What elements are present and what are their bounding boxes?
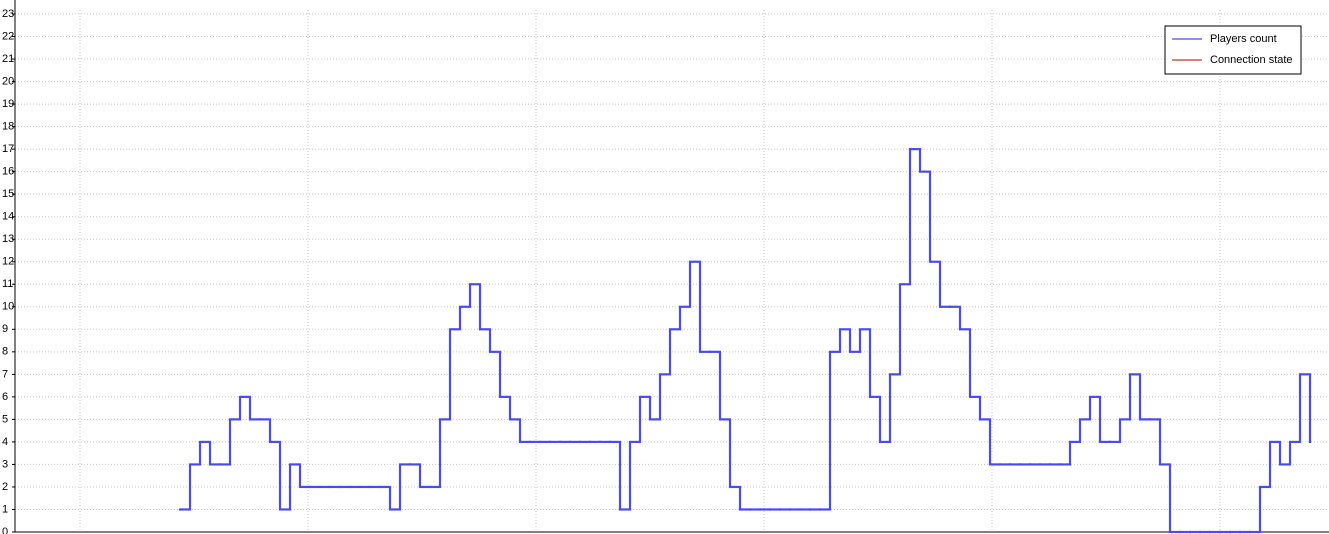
y-tick-label: 17 <box>2 143 14 155</box>
y-tick-label: 10 <box>2 301 14 313</box>
y-tick-label: 14 <box>2 211 14 223</box>
y-tick-label: 7 <box>2 368 8 380</box>
y-tick-label: 16 <box>2 166 14 178</box>
legend-label: Connection state <box>1210 54 1293 66</box>
y-tick-label: 2 <box>2 481 8 493</box>
y-tick-label: 0 <box>2 526 8 534</box>
legend-label: Players count <box>1210 33 1277 45</box>
y-tick-label: 1 <box>2 503 8 515</box>
y-tick-label: 6 <box>2 391 8 403</box>
y-tick-label: 19 <box>2 98 14 110</box>
y-tick-label: 13 <box>2 233 14 245</box>
y-tick-label: 15 <box>2 188 14 200</box>
y-tick-label: 5 <box>2 413 8 425</box>
legend-box <box>1164 25 1302 75</box>
y-tick-label: 11 <box>2 278 13 290</box>
y-tick-label: 18 <box>2 121 14 133</box>
y-tick-label: 8 <box>2 346 8 358</box>
y-tick-label: 3 <box>2 458 8 470</box>
y-tick-label: 9 <box>2 323 8 335</box>
y-tick-label: 22 <box>2 30 14 42</box>
series <box>178 148 1312 534</box>
y-tick-label: 4 <box>2 436 8 448</box>
y-tick-label: 20 <box>2 75 14 87</box>
y-tick-label: 23 <box>2 8 14 20</box>
y-tick-label: 12 <box>2 256 14 268</box>
y-tick-label: 21 <box>2 53 14 65</box>
